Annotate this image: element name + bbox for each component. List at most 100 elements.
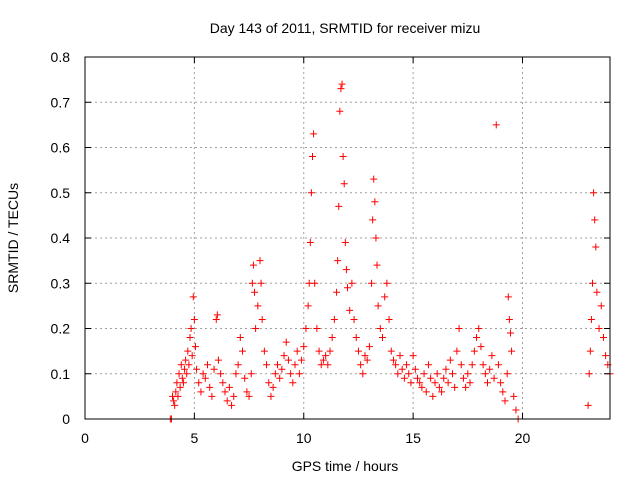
data-point (346, 306, 354, 314)
data-point (274, 361, 281, 369)
data-point (330, 315, 338, 323)
data-point (171, 401, 179, 409)
data-point (481, 370, 489, 378)
data-point (396, 352, 404, 360)
data-point (287, 370, 295, 378)
data-point (289, 379, 297, 387)
data-point (420, 370, 428, 378)
data-point (271, 370, 279, 378)
data-point (212, 315, 220, 323)
data-point (385, 315, 393, 323)
data-point (446, 356, 454, 364)
data-point (459, 374, 467, 382)
data-point (394, 370, 402, 378)
data-point (280, 352, 288, 360)
data-point (462, 383, 470, 391)
data-point (239, 347, 246, 355)
data-point (595, 325, 603, 332)
data-point (499, 388, 507, 396)
data-point (260, 347, 268, 355)
data-point (309, 153, 316, 161)
data-point (219, 379, 227, 387)
data-point (591, 216, 599, 224)
data-point (449, 370, 456, 378)
data-point (193, 365, 201, 373)
data-point (311, 279, 319, 287)
data-point (506, 329, 514, 337)
data-point (230, 392, 238, 400)
x-tick-label: 5 (190, 430, 198, 446)
data-point (379, 334, 386, 342)
y-tick-label: 0.2 (51, 321, 71, 337)
data-point (232, 370, 240, 378)
data-point (492, 121, 500, 129)
data-point (433, 370, 441, 378)
data-point (302, 325, 310, 332)
data-point (475, 325, 483, 332)
data-point (341, 239, 349, 247)
data-point (173, 379, 181, 387)
data-point (214, 356, 222, 364)
data-point (334, 257, 342, 265)
data-point (497, 379, 505, 387)
data-point (300, 343, 308, 351)
data-point (249, 261, 257, 269)
data-point (344, 284, 351, 292)
data-point (199, 370, 207, 378)
data-point (361, 352, 369, 360)
data-point (371, 198, 379, 206)
data-point (336, 107, 344, 115)
data-point (189, 293, 197, 301)
data-point (256, 257, 264, 265)
data-point (587, 315, 595, 323)
data-point (223, 397, 231, 405)
data-point (176, 383, 184, 391)
data-point (313, 325, 321, 332)
y-tick-label: 0.8 (51, 49, 71, 65)
data-point (170, 397, 178, 405)
data-point (405, 370, 413, 378)
data-point (602, 352, 610, 360)
data-point (435, 383, 443, 391)
data-point (505, 315, 513, 323)
data-point (328, 334, 336, 342)
data-point (197, 388, 205, 396)
data-point (181, 365, 189, 373)
data-point (584, 401, 592, 409)
data-point (241, 374, 249, 382)
data-point (389, 356, 397, 364)
chart-title: Day 143 of 2011, SRMTID for receiver miz… (210, 20, 481, 36)
data-point (179, 379, 187, 387)
data-point (257, 279, 265, 287)
data-point (174, 392, 182, 400)
data-point (234, 361, 242, 369)
data-point (414, 374, 421, 382)
data-point (243, 388, 251, 396)
data-point (195, 379, 203, 387)
data-point (182, 356, 190, 364)
data-point (593, 288, 601, 296)
data-point (333, 288, 341, 296)
data-point (228, 401, 236, 409)
data-point (370, 175, 378, 183)
data-point (282, 338, 290, 346)
data-point (201, 374, 209, 382)
data-point (508, 347, 516, 355)
data-point (186, 334, 194, 342)
data-point (335, 202, 343, 210)
data-point (183, 370, 191, 378)
data-point (188, 352, 196, 360)
x-tick-label: 15 (405, 430, 421, 446)
data-point (374, 302, 382, 310)
data-point (359, 370, 367, 378)
x-axis-label: GPS time / hours (292, 458, 399, 474)
data-point (586, 347, 594, 355)
data-point (352, 334, 360, 342)
data-point (265, 379, 273, 387)
data-point (477, 343, 485, 351)
data-point (409, 352, 417, 360)
data-point (479, 361, 487, 369)
data-point (387, 347, 395, 355)
data-point (284, 356, 292, 364)
data-point (245, 392, 253, 400)
